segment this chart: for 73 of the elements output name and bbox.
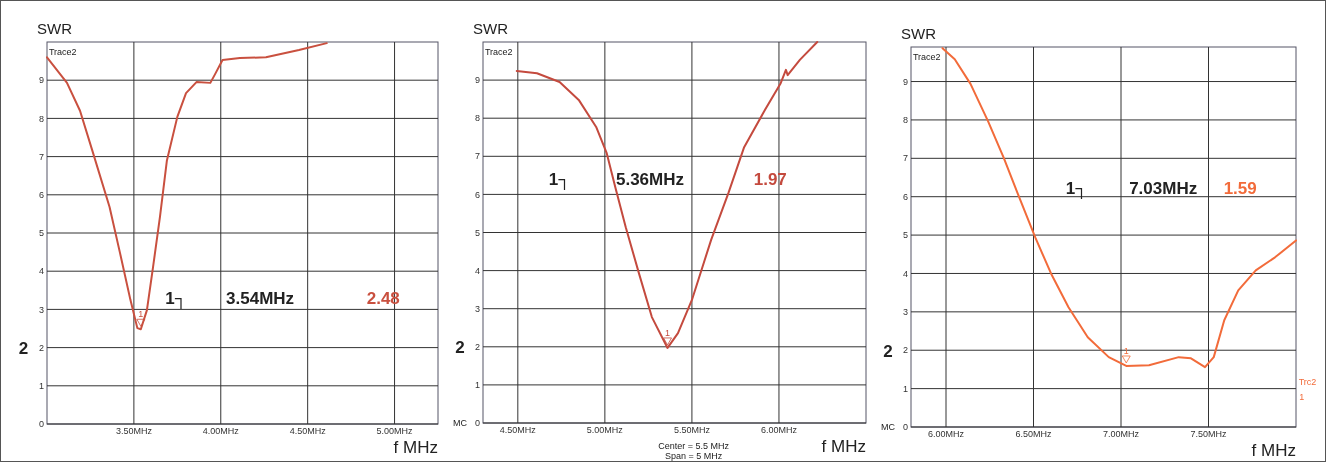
y-tick-label: 3 bbox=[474, 303, 480, 314]
y-tick-label: 5 bbox=[902, 230, 908, 241]
y-axis-title: SWR bbox=[901, 25, 937, 42]
line-series bbox=[515, 41, 819, 349]
y-tick-label: 1 bbox=[902, 383, 908, 394]
x-axis-title: f MHz bbox=[393, 438, 438, 457]
y-tick-label: 7 bbox=[38, 151, 44, 162]
y-tick-label: 4 bbox=[474, 265, 480, 276]
y-tick-label: 9 bbox=[38, 75, 44, 86]
x-tick-label: 4.50MHz bbox=[289, 426, 327, 436]
y-tick-label: 2 bbox=[38, 342, 44, 353]
y-tick-label: 0 bbox=[902, 422, 908, 433]
y-tick-label: 7 bbox=[902, 153, 908, 164]
y-tick-label: 8 bbox=[902, 115, 908, 126]
line-series bbox=[46, 42, 328, 331]
text: Center = 5.5 MHz bbox=[658, 441, 730, 452]
annotation: 1┐ bbox=[548, 170, 571, 191]
x-tick-label: 5.50MHz bbox=[673, 425, 711, 435]
annotation: 1.59 bbox=[1223, 178, 1257, 198]
y-tick-label: 6 bbox=[474, 189, 480, 200]
x-tick-label: 6.50MHz bbox=[1015, 429, 1053, 439]
y-tick-label: 1 bbox=[474, 380, 480, 391]
x-axis-title: f MHz bbox=[1251, 441, 1296, 460]
text: MC bbox=[453, 418, 468, 429]
x-tick-label: 5.00MHz bbox=[376, 426, 414, 436]
line-series bbox=[941, 47, 1297, 369]
x-tick-label: 3.50MHz bbox=[115, 426, 153, 436]
annotation: 1 bbox=[1123, 345, 1129, 356]
text: 2 bbox=[883, 341, 893, 361]
y-tick-label: 0 bbox=[474, 418, 480, 429]
x-tick-label: 7.00MHz bbox=[1102, 429, 1140, 439]
y-tick-label: 2 bbox=[474, 341, 480, 352]
text: Trc2 bbox=[1298, 376, 1317, 387]
y-tick-label: 1 bbox=[38, 380, 44, 391]
y-tick-label: 6 bbox=[902, 191, 908, 202]
y-tick-label: 9 bbox=[902, 76, 908, 87]
annotation: 5.36MHz bbox=[615, 170, 684, 190]
annotation: 7.03MHz bbox=[1129, 178, 1198, 198]
y-tick-label: 9 bbox=[474, 75, 480, 86]
annotation: Trace2 bbox=[48, 46, 77, 57]
y-tick-label: 3 bbox=[902, 307, 908, 317]
y-tick-label: 3 bbox=[38, 304, 44, 315]
y-tick-label: 7 bbox=[474, 151, 480, 162]
text: Span = 5 MHz bbox=[665, 450, 723, 461]
annotation: 3.54MHz bbox=[226, 288, 295, 308]
y-tick-label: 5 bbox=[474, 227, 480, 238]
y-tick-label: 6 bbox=[38, 189, 44, 200]
annotation: Trace2 bbox=[912, 51, 941, 62]
annotation: 1 bbox=[665, 327, 671, 338]
annotation: 1 bbox=[138, 309, 144, 320]
x-tick-label: 4.50MHz bbox=[499, 425, 537, 435]
x-tick-label: 5.00MHz bbox=[586, 425, 624, 435]
y-tick-label: 0 bbox=[38, 419, 44, 430]
x-tick-label: 6.00MHz bbox=[760, 425, 798, 435]
x-tick-label: 7.50MHz bbox=[1190, 429, 1228, 439]
text: 2 bbox=[18, 338, 29, 358]
y-tick-label: 8 bbox=[474, 113, 480, 124]
y-axis-title: SWR bbox=[473, 20, 509, 37]
y-tick-label: 4 bbox=[38, 266, 44, 277]
x-tick-label: 6.00MHz bbox=[927, 429, 965, 439]
text: 2 bbox=[455, 337, 465, 357]
annotation: 1┐ bbox=[1065, 178, 1088, 199]
y-axis-title: SWR bbox=[37, 20, 73, 37]
y-tick-label: 2 bbox=[902, 345, 908, 356]
x-axis-title: f MHz bbox=[821, 437, 866, 456]
annotation: 1┐ bbox=[165, 288, 187, 309]
x-tick-label: 4.00MHz bbox=[202, 426, 240, 436]
text: MC bbox=[880, 422, 896, 433]
y-tick-label: 8 bbox=[38, 113, 44, 124]
y-tick-label: 4 bbox=[902, 268, 908, 279]
text: 1 bbox=[1299, 391, 1305, 402]
y-tick-label: 5 bbox=[38, 228, 44, 239]
annotation: Trace2 bbox=[484, 46, 513, 57]
